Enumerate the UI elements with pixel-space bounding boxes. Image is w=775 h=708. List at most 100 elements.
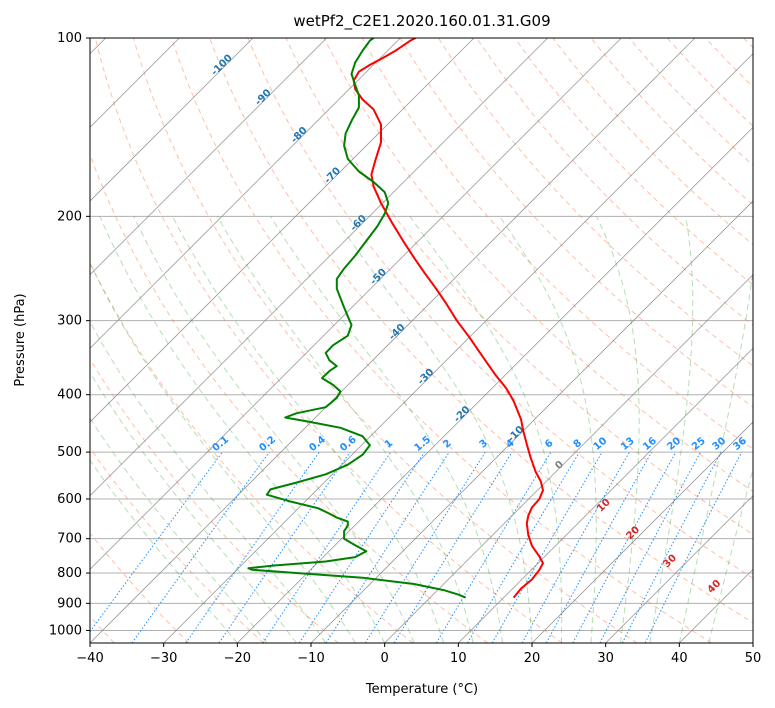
mixing-ratio-label: 0.1 (210, 434, 231, 454)
mixing-ratio-label: 16 (641, 435, 659, 452)
moist-adiabat-line (678, 266, 753, 643)
moist-adiabat-line (333, 216, 533, 643)
dry-adiabat-line (361, 38, 753, 450)
moist-adiabat-line (90, 261, 356, 643)
mixing-ratio-line (364, 451, 486, 643)
y-tick-label: 1000 (49, 623, 82, 638)
y-tick-label: 900 (57, 596, 82, 611)
dry-adiabat-line (666, 38, 753, 127)
x-axis-ticks: −40 −30 −20 −10 0 10 20 30 40 50 (76, 643, 761, 666)
isotherm-line (605, 495, 753, 643)
pressure-grid (90, 38, 753, 631)
dry-adiabat-line (209, 38, 753, 624)
moist-adiabat-label: 0 (553, 459, 566, 472)
isotherm-label: -40 (387, 322, 408, 343)
x-tick-label: 10 (450, 651, 467, 666)
dry-adiabats (90, 38, 753, 643)
dry-adiabat-line (704, 38, 753, 88)
dry-adiabat-line (132, 38, 638, 643)
y-axis-ticks: 100 200 300 400 500 600 700 800 900 1000 (49, 31, 90, 638)
moist-adiabat-line (270, 216, 503, 643)
x-tick-label: −30 (150, 651, 177, 666)
mixing-ratio-label: 25 (690, 435, 708, 452)
mixing-ratio-label: 20 (665, 435, 683, 452)
moist-adiabat-line (133, 216, 415, 643)
mixing-ratio-line (262, 451, 392, 643)
mixing-ratio-label: 36 (731, 435, 749, 452)
y-tick-label: 800 (57, 566, 82, 581)
dry-adiabat-line (171, 38, 712, 643)
moist-adiabat-line (90, 417, 268, 643)
x-tick-label: 50 (745, 651, 762, 666)
isotherm-line (679, 568, 753, 643)
isotherm-line (384, 274, 753, 643)
isotherm-line (310, 200, 753, 643)
y-tick-label: 200 (57, 209, 82, 224)
mixing-ratio-label: 3 (478, 438, 490, 451)
y-axis-label: Pressure (hPa) (13, 293, 28, 386)
mixing-ratio-label: 13 (619, 435, 637, 452)
mixing-ratio-line (572, 451, 677, 643)
isotherm-line (163, 53, 753, 643)
y-tick-label: 600 (57, 492, 82, 507)
moist-adiabat-line (90, 371, 297, 643)
mixing-ratio-label: 1.5 (413, 434, 434, 454)
mixing-ratio-label: 8 (572, 438, 584, 451)
moist-adiabat-line (596, 216, 640, 643)
y-tick-label: 100 (57, 31, 82, 46)
dry-adiabat-line (90, 261, 414, 643)
mixing-ratio-line (298, 451, 425, 643)
moist-adiabat-line (708, 467, 753, 643)
mixing-ratio-label: 6 (543, 438, 555, 451)
moist-adiabat-line (649, 216, 694, 643)
dry-adiabat-line (590, 38, 753, 206)
x-tick-label: 30 (597, 651, 614, 666)
isotherm-line (237, 126, 753, 643)
mixing-ratio-line (325, 451, 450, 643)
x-axis-label: Temperature (°C) (365, 682, 478, 697)
mixing-ratio-label: 0.4 (307, 434, 328, 454)
isotherm-line (90, 38, 401, 349)
isotherm-line (90, 38, 475, 423)
x-tick-label: 20 (524, 651, 541, 666)
x-tick-label: 0 (381, 651, 389, 666)
dry-adiabat-line (90, 532, 190, 643)
mixing-ratio-line (185, 451, 320, 643)
moist-adiabat-line (99, 216, 386, 643)
mixing-ratio-line (393, 451, 513, 643)
mixing-ratio-label: 1 (383, 438, 395, 451)
dry-adiabat-line (94, 38, 563, 643)
isotherm-line (531, 421, 753, 643)
moist-adiabat-line (172, 216, 445, 643)
mixing-ratio-line (545, 451, 653, 643)
x-tick-label: −20 (224, 651, 251, 666)
plot-area: 0.1 0.2 0.4 0.6 1 1.5 2 3 4 6 8 10 13 16 20 25 30 36-100-… (90, 38, 753, 643)
dewpoint-profile (247, 38, 467, 599)
isotherm-label: -20 (452, 404, 473, 425)
mixing-ratio-line (467, 451, 580, 643)
mixing-ratio-line (599, 451, 701, 643)
mixing-ratio-label: 30 (711, 435, 729, 452)
x-tick-label: 40 (671, 651, 688, 666)
isotherm-label: -100 (209, 53, 235, 79)
reference-line-labels: 0.1 0.2 0.4 0.6 1 1.5 2 3 4 6 8 10 13 16 20 25 30 36-100-… (209, 53, 749, 596)
y-tick-label: 300 (57, 314, 82, 329)
moist-adiabat-line (217, 216, 474, 643)
moist-adiabat-label: 30 (661, 553, 679, 571)
y-tick-label: 500 (57, 445, 82, 460)
mixing-ratio-line (521, 451, 630, 643)
chart-title: wetPf2_C2E1.2020.160.01.31.G09 (293, 12, 550, 31)
dry-adiabat-line (247, 38, 753, 579)
isotherm-label: -30 (416, 367, 437, 388)
isotherm-line (90, 38, 696, 643)
isotherm-line (90, 38, 254, 202)
dry-adiabat-line (514, 38, 753, 286)
plot-frame (89, 37, 754, 644)
moist-adiabat-line (499, 216, 597, 643)
mixing-ratio-line (218, 451, 351, 643)
dry-adiabat-line (90, 447, 264, 643)
dry-adiabat-line (90, 153, 488, 643)
mixing-ratio-line (90, 451, 223, 633)
moist-adiabat-line (90, 320, 327, 643)
